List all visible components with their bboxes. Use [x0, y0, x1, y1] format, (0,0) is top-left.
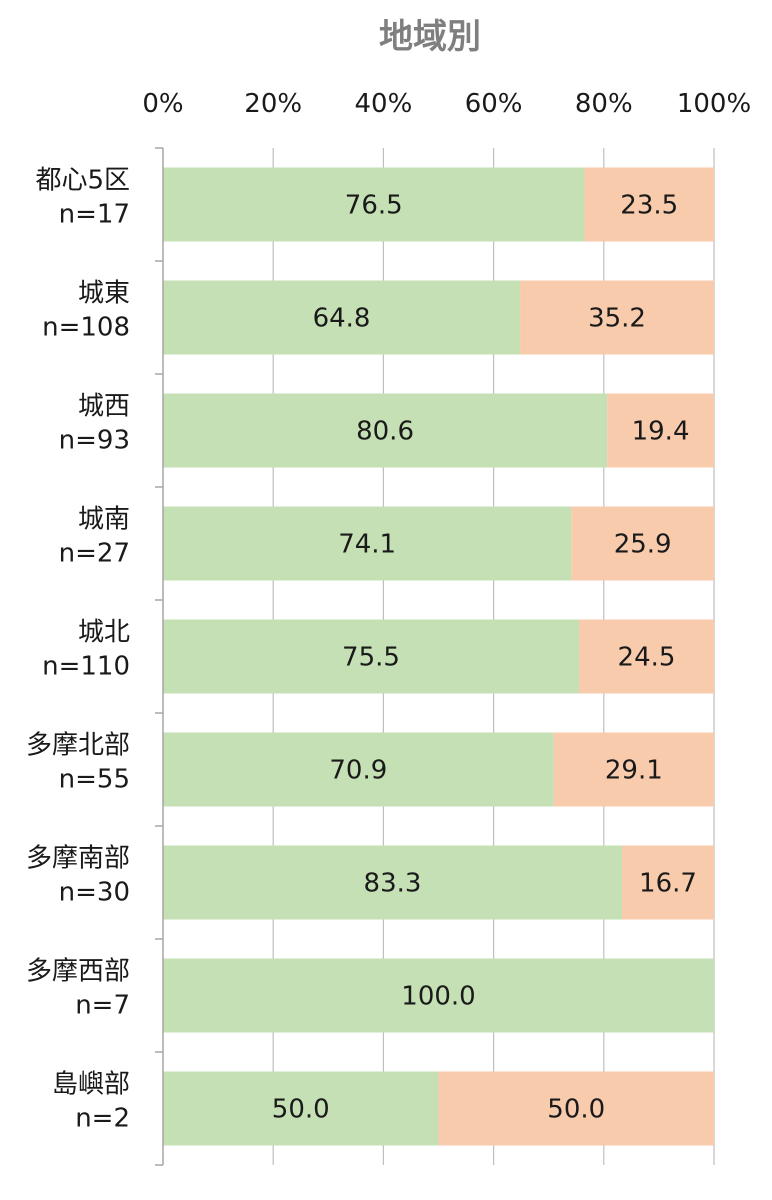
data-label: 35.2	[588, 304, 646, 334]
data-label: 74.1	[338, 530, 396, 560]
bar-segment	[163, 506, 572, 581]
category-label: 多摩北部	[26, 731, 130, 761]
bar-segment	[571, 506, 714, 581]
data-label: 23.5	[620, 191, 678, 221]
category-label: 城東	[78, 279, 130, 309]
y-axis	[155, 147, 164, 1166]
category-labels: 都心5区 n=17 城東 n=108 城西 n=93 城南 n=27 城北 n=110 多摩北部 n=…	[26, 166, 130, 1134]
bar-segment	[163, 619, 580, 694]
bar-segment	[163, 845, 622, 920]
category-label: n=108	[42, 313, 130, 343]
category-label: n=2	[75, 1104, 130, 1134]
category-label: n=27	[59, 539, 130, 569]
category-label: 城西	[78, 392, 130, 422]
category-label: 城北	[78, 618, 130, 648]
category-label: n=110	[42, 652, 130, 682]
x-tick-label: 20%	[244, 89, 302, 119]
x-axis-ticks: 0% 20% 40% 60% 80% 100%	[142, 89, 751, 119]
category-label: 多摩南部	[26, 844, 130, 874]
bar-segment	[438, 1071, 714, 1146]
data-label: 83.3	[364, 869, 422, 899]
x-tick-label: 80%	[575, 89, 633, 119]
bars	[163, 167, 714, 1146]
category-label: 多摩西部	[26, 957, 130, 987]
bar-segment	[163, 280, 521, 355]
x-tick-label: 100%	[677, 89, 751, 119]
category-label: 城南	[78, 505, 130, 535]
data-label: 16.7	[639, 869, 697, 899]
data-label: 29.1	[605, 756, 663, 786]
x-tick-label: 60%	[465, 89, 523, 119]
x-tick-label: 0%	[142, 89, 183, 119]
value-labels: 76.5 23.5 64.8 35.2 80.6 19.4 74.1 25.9 75.5 24.5…	[272, 191, 697, 1125]
data-label: 50.0	[272, 1095, 330, 1125]
category-label: n=93	[59, 426, 130, 456]
data-label: 19.4	[632, 417, 690, 447]
category-label: n=17	[59, 200, 130, 230]
category-label: n=55	[59, 765, 130, 795]
bar-segment	[607, 393, 714, 468]
bar-segment	[579, 619, 714, 694]
data-label: 80.6	[356, 417, 414, 447]
data-label: 24.5	[618, 643, 676, 673]
category-label: 都心5区	[35, 166, 130, 196]
data-label: 64.8	[313, 304, 371, 334]
category-label: n=7	[75, 991, 130, 1021]
data-label: 76.5	[345, 191, 403, 221]
data-label: 100.0	[401, 982, 475, 1012]
chart-title: 地域別	[379, 17, 481, 57]
category-label: 島嶼部	[52, 1070, 130, 1100]
data-label: 25.9	[614, 530, 672, 560]
bar-segment	[163, 167, 585, 242]
bar-segment	[163, 393, 608, 468]
category-label: n=30	[59, 878, 130, 908]
bar-segment	[621, 845, 714, 920]
data-label: 50.0	[547, 1095, 605, 1125]
bar-segment	[163, 1071, 439, 1146]
data-label: 70.9	[329, 756, 387, 786]
x-tick-label: 40%	[355, 89, 413, 119]
bar-segment	[163, 958, 714, 1033]
bar-segment	[584, 167, 714, 242]
bar-segment	[163, 732, 554, 807]
bar-segment	[520, 280, 714, 355]
data-label: 75.5	[342, 643, 400, 673]
bar-segment	[553, 732, 714, 807]
